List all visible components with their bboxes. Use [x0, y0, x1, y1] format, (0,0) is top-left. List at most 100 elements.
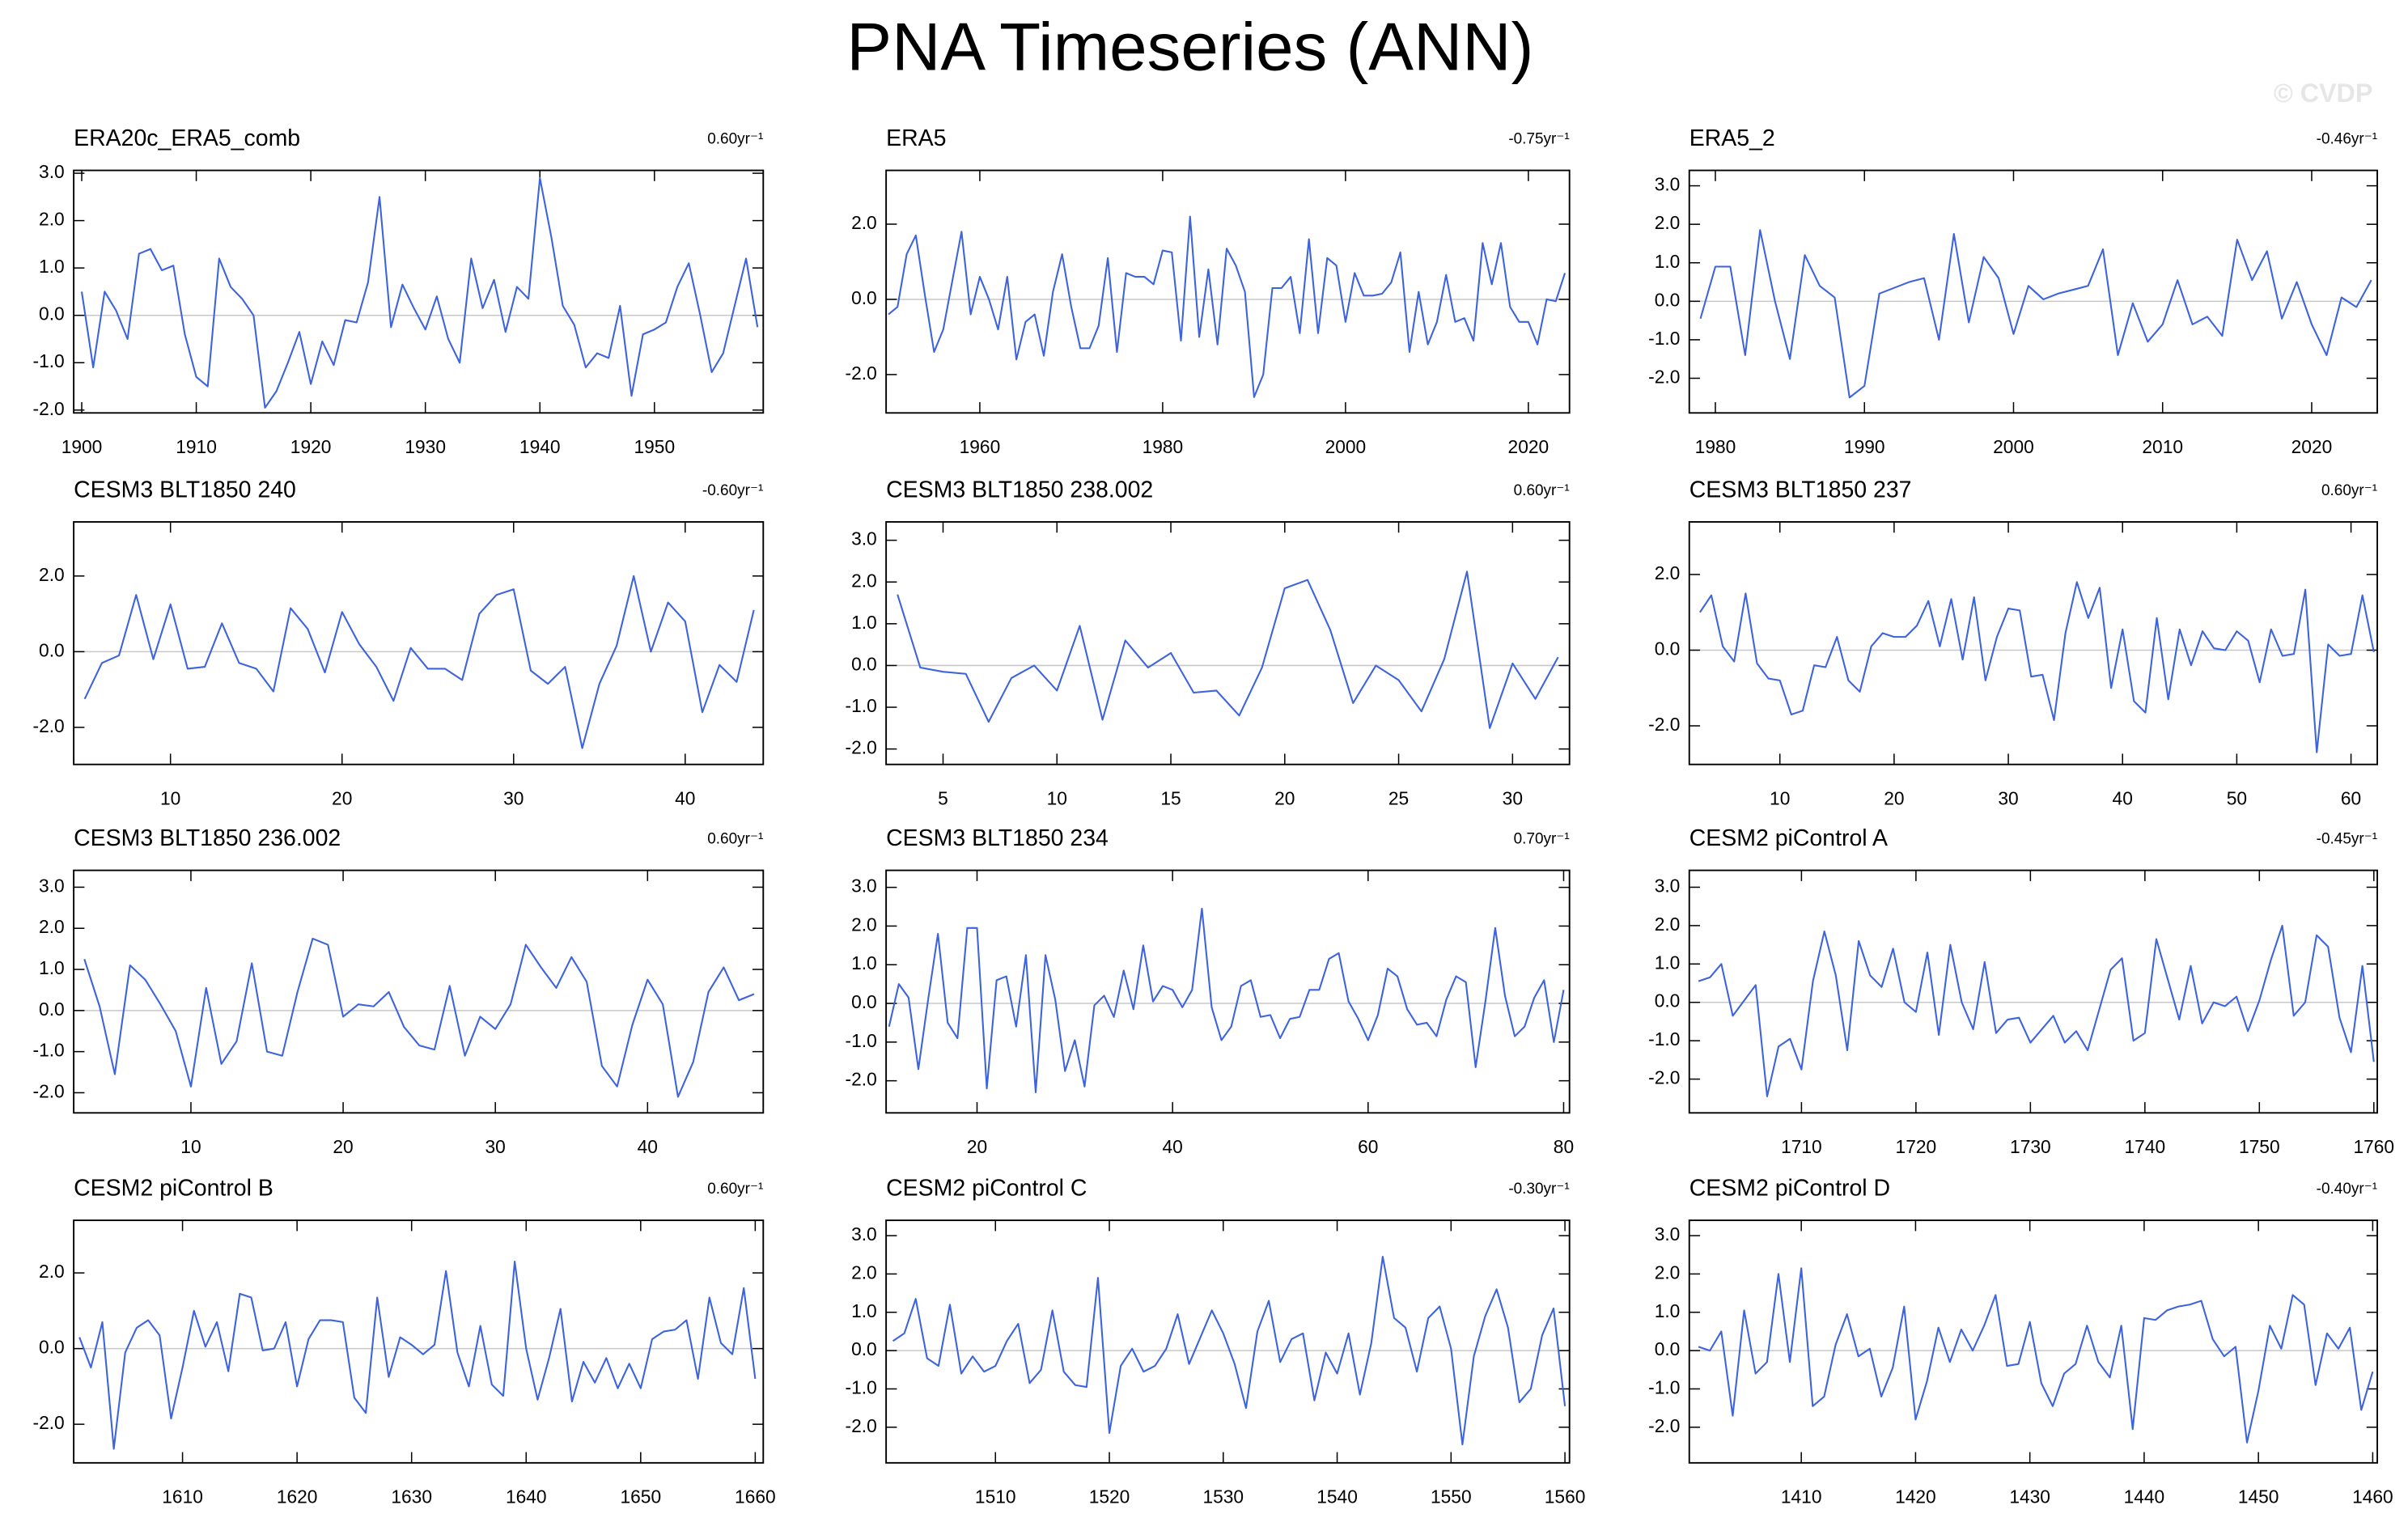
x-tick-label: 1910 [176, 436, 217, 457]
data-line [83, 937, 755, 1098]
y-tick-label: -2.0 [1648, 1415, 1680, 1436]
plot-frame [1688, 521, 2378, 765]
y-tick-label: -2.0 [33, 1412, 65, 1433]
x-tick-label: 30 [503, 787, 524, 808]
y-tick-label: 2.0 [851, 570, 877, 591]
y-tick-label: 0.0 [851, 1338, 877, 1359]
y-tick-label: 2.0 [1655, 1261, 1681, 1283]
x-tick-label: 1740 [2125, 1136, 2166, 1157]
trend-label: 0.60yr⁻¹ [707, 1181, 763, 1198]
panel-title: CESM2 piControl B [74, 1176, 273, 1202]
x-tick-label: 1960 [960, 436, 1001, 457]
panel-title: CESM3 BLT1850 238.002 [886, 477, 1153, 503]
panel-title: CESM3 BLT1850 236.002 [74, 825, 341, 851]
y-tick-label: 1.0 [851, 952, 877, 973]
panel-title: CESM2 piControl C [886, 1176, 1087, 1202]
trend-label: -0.60yr⁻¹ [702, 482, 763, 499]
plot-frame [885, 521, 1571, 765]
x-tick-label: 1900 [61, 436, 103, 457]
page-title: PNA Timeseries (ANN) [846, 9, 1533, 85]
panel-title: CESM3 BLT1850 237 [1689, 477, 1912, 503]
y-tick-label: 1.0 [39, 957, 65, 978]
y-tick-label: 2.0 [851, 914, 877, 935]
trend-label: -0.75yr⁻¹ [1508, 131, 1569, 148]
x-tick-label: 1920 [290, 436, 332, 457]
credit: © CVDP [2274, 78, 2372, 108]
trend-label: 0.60yr⁻¹ [707, 831, 763, 848]
plot-frame [885, 169, 1571, 414]
x-tick-label: 10 [160, 787, 180, 808]
y-tick-label: -1.0 [846, 1030, 877, 1051]
x-tick-label: 1980 [1143, 436, 1184, 457]
x-tick-label: 20 [332, 787, 352, 808]
data-line [1698, 924, 2375, 1097]
x-tick-label: 1510 [975, 1486, 1016, 1507]
panel-title: ERA20c_ERA5_comb [74, 125, 300, 151]
data-line [1698, 1267, 2374, 1444]
y-tick-label: -2.0 [1648, 366, 1680, 387]
x-tick-label: 1930 [405, 436, 446, 457]
y-tick-label: 0.0 [39, 303, 65, 324]
data-line [897, 570, 1559, 729]
x-tick-label: 30 [1503, 787, 1523, 808]
panel-title: ERA5 [886, 125, 946, 151]
y-tick-label: 2.0 [39, 916, 65, 937]
x-tick-label: 1420 [1895, 1486, 1936, 1507]
y-tick-label: 2.0 [851, 212, 877, 233]
plot-frame [1688, 869, 2378, 1114]
x-tick-label: 15 [1160, 787, 1181, 808]
x-tick-label: 1980 [1695, 436, 1736, 457]
x-tick-label: 1430 [2009, 1486, 2050, 1507]
y-tick-label: -2.0 [33, 398, 65, 419]
y-tick-label: 3.0 [39, 161, 65, 182]
x-tick-label: 1720 [1896, 1136, 1937, 1157]
x-tick-label: 40 [2113, 787, 2133, 808]
data-line [78, 1261, 757, 1450]
y-tick-label: 3.0 [851, 1223, 877, 1245]
x-tick-label: 1460 [2352, 1486, 2393, 1507]
x-tick-label: 5 [938, 787, 948, 808]
trend-label: 0.60yr⁻¹ [2321, 482, 2377, 499]
x-tick-label: 1540 [1316, 1486, 1358, 1507]
x-tick-label: 1950 [634, 436, 675, 457]
trend-label: -0.46yr⁻¹ [2317, 131, 2377, 148]
y-tick-label: 2.0 [1655, 212, 1681, 233]
y-tick-label: 2.0 [39, 564, 65, 585]
x-tick-label: 30 [485, 1136, 506, 1157]
data-line [892, 1256, 1566, 1446]
y-tick-label: 1.0 [1655, 952, 1681, 973]
panel-title: CESM3 BLT1850 240 [74, 477, 296, 503]
panel-title: ERA5_2 [1689, 125, 1775, 151]
x-tick-label: 2020 [1508, 436, 1550, 457]
y-tick-label: 2.0 [851, 1261, 877, 1283]
x-tick-label: 80 [1554, 1136, 1574, 1157]
trend-label: 0.60yr⁻¹ [1514, 482, 1570, 499]
x-tick-label: 2020 [2291, 436, 2333, 457]
y-tick-label: 0.0 [851, 653, 877, 674]
y-tick-label: -1.0 [846, 1376, 877, 1397]
x-tick-label: 30 [1998, 787, 2018, 808]
plot-frame [73, 169, 765, 414]
y-tick-label: 2.0 [39, 1261, 65, 1282]
y-tick-label: 0.0 [1655, 638, 1681, 659]
y-tick-label: 1.0 [851, 612, 877, 633]
x-tick-label: 60 [2341, 787, 2361, 808]
x-tick-label: 1450 [2238, 1486, 2279, 1507]
y-tick-label: -2.0 [846, 1069, 877, 1090]
y-tick-label: 1.0 [1655, 1300, 1681, 1321]
plot-frame [885, 1219, 1571, 1464]
panel-title: CESM2 piControl D [1689, 1176, 1890, 1202]
x-tick-label: 1440 [2124, 1486, 2165, 1507]
x-tick-label: 1990 [1844, 436, 1885, 457]
x-tick-label: 10 [1770, 787, 1790, 808]
data-line [888, 215, 1566, 398]
y-tick-label: -2.0 [1648, 714, 1680, 735]
y-tick-label: 3.0 [851, 528, 877, 549]
trend-label: -0.45yr⁻¹ [2317, 831, 2377, 848]
x-tick-label: 1610 [162, 1486, 203, 1507]
x-tick-label: 1410 [1781, 1486, 1822, 1507]
y-tick-label: -2.0 [1648, 1067, 1680, 1088]
x-tick-label: 2000 [1993, 436, 2034, 457]
